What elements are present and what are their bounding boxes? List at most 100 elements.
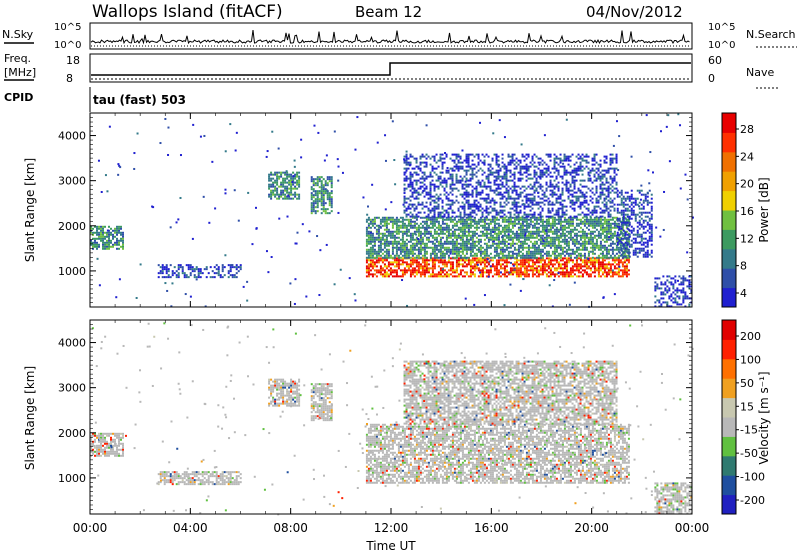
- power-cell: [589, 218, 592, 221]
- power-cell: [219, 274, 222, 277]
- power-cell: [549, 240, 552, 243]
- power-cell: [435, 259, 438, 262]
- power-cell: [423, 265, 426, 268]
- power-cell: [477, 226, 480, 229]
- power-cell: [573, 203, 576, 206]
- power-cell: [607, 218, 610, 221]
- power-cell: [489, 165, 492, 168]
- power-cell: [445, 228, 448, 231]
- power-cell: [545, 228, 548, 231]
- power-cell: [451, 183, 454, 186]
- power-cell: [561, 246, 564, 249]
- power-cell: [221, 270, 224, 273]
- power-cell: [465, 244, 468, 247]
- power-cell: [421, 177, 424, 180]
- power-cell: [463, 218, 466, 221]
- power-cell: [457, 250, 460, 253]
- power-cell: [217, 274, 220, 277]
- power-cell: [499, 193, 502, 196]
- power-cell: [575, 201, 578, 204]
- power-cell: [525, 254, 528, 257]
- power-cell: [403, 256, 406, 259]
- power-cell: [605, 169, 608, 172]
- power-cell: [587, 155, 590, 158]
- power-cell: [507, 224, 510, 227]
- power-cell: [465, 201, 468, 204]
- power-cell: [310, 212, 313, 215]
- power-cell: [585, 240, 588, 243]
- power-cell: [553, 259, 556, 262]
- power-cell: [511, 207, 514, 210]
- power-cell: [373, 250, 376, 253]
- power-cell: [525, 226, 528, 229]
- power-cell: [553, 165, 556, 168]
- power-cell: [591, 201, 594, 204]
- power-cell: [451, 181, 454, 184]
- power-cell: [469, 203, 472, 206]
- power-cell: [421, 191, 424, 194]
- power-cell: [479, 220, 482, 223]
- power-cell: [561, 230, 564, 233]
- power-cell: [503, 185, 506, 188]
- power-cell: [489, 189, 492, 192]
- power-cell: [387, 218, 390, 221]
- power-cell: [603, 218, 606, 221]
- power-cell: [613, 224, 616, 227]
- power-cell: [447, 169, 450, 172]
- power-cell: [599, 191, 602, 194]
- power-cell: [367, 234, 370, 237]
- power-cell: [491, 244, 494, 247]
- power-cell: [511, 159, 514, 162]
- power-cell: [491, 263, 494, 266]
- power-cell: [565, 189, 568, 192]
- power-cell: [104, 241, 106, 244]
- power-cell: [543, 191, 546, 194]
- nsky-tick-low: 10^0: [54, 40, 81, 51]
- power-cell: [585, 242, 588, 245]
- power-cell: [457, 226, 460, 229]
- power-cell: [413, 232, 416, 235]
- power-cell: [481, 267, 484, 270]
- power-cell: [276, 179, 279, 182]
- power-cell: [549, 189, 552, 192]
- power-cell: [365, 244, 368, 247]
- power-cell: [551, 216, 554, 219]
- power-cell: [465, 171, 468, 174]
- power-cell: [597, 167, 600, 170]
- power-cell: [425, 153, 428, 156]
- power-cell: [373, 222, 376, 225]
- power-cell: [595, 177, 598, 180]
- power-cell: [421, 259, 424, 262]
- power-cell: [555, 244, 558, 247]
- power-cell: [523, 275, 526, 278]
- power-cell: [427, 271, 430, 274]
- power-cell: [290, 191, 293, 194]
- power-cell: [415, 165, 418, 168]
- power-cell: [599, 242, 602, 245]
- power-cell: [387, 244, 390, 247]
- power-cell: [545, 254, 548, 257]
- power-cell: [471, 185, 474, 188]
- power-cell: [559, 193, 562, 196]
- power-cell: [274, 187, 277, 190]
- power-cell: [609, 256, 612, 259]
- power-cell: [535, 216, 538, 219]
- power-cell: [587, 261, 590, 264]
- power-cell: [373, 263, 376, 266]
- power-cell: [415, 259, 418, 262]
- power-cell: [473, 218, 476, 221]
- power-cell: [114, 241, 116, 244]
- power-cell: [517, 159, 520, 162]
- power-cell: [463, 213, 466, 216]
- power-cell: [407, 157, 410, 160]
- power-cell: [439, 183, 442, 186]
- power-cell: [411, 175, 414, 178]
- power-cell: [451, 201, 454, 204]
- power-cell: [310, 198, 313, 201]
- power-cell: [437, 224, 440, 227]
- power-cell: [483, 259, 486, 262]
- power-cell: [583, 240, 586, 243]
- power-cell: [607, 193, 610, 196]
- power-cell: [527, 205, 530, 208]
- power-cell: [425, 263, 428, 266]
